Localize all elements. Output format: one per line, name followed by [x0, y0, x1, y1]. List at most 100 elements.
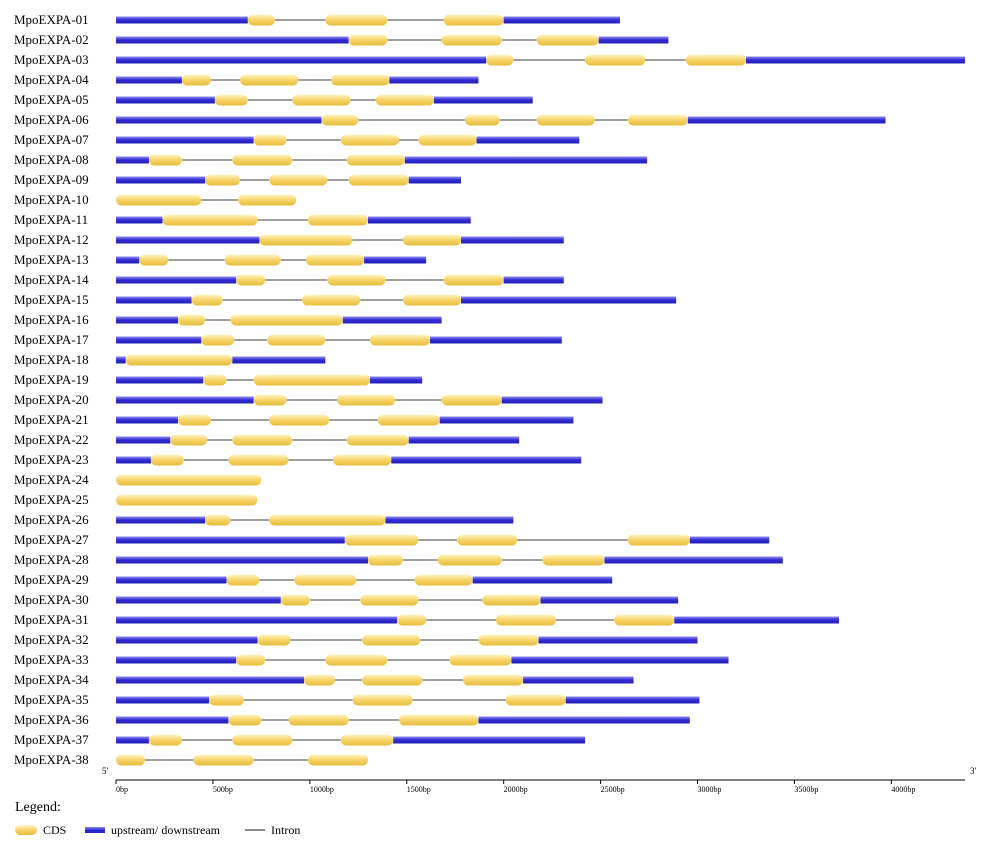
- tick-label: 500bp: [213, 785, 233, 794]
- cds-block: [478, 634, 539, 646]
- utr-segment: [116, 336, 202, 344]
- cds-block: [340, 734, 394, 746]
- gene-label: MpoEXPA-05: [14, 92, 89, 107]
- gene-label: MpoEXPA-07: [14, 132, 89, 147]
- cds-block: [375, 94, 434, 106]
- utr-segment: [116, 16, 248, 24]
- legend: Legend: CDS upstream/ downstream Int: [15, 800, 415, 845]
- cds-block: [402, 294, 462, 306]
- gene-row: MpoEXPA-08: [14, 152, 648, 167]
- gene-label: MpoEXPA-28: [14, 552, 89, 567]
- cds-block: [294, 574, 357, 586]
- gene-label: MpoEXPA-12: [14, 232, 89, 247]
- gene-label: MpoEXPA-31: [14, 612, 89, 627]
- cds-block: [614, 614, 675, 626]
- gene-label: MpoEXPA-33: [14, 652, 89, 667]
- gene-row: MpoEXPA-36: [14, 712, 690, 727]
- cds-block: [369, 334, 431, 346]
- utr-segment: [116, 276, 237, 284]
- utr-segment: [540, 596, 679, 604]
- cds-block: [224, 254, 281, 266]
- cds-block: [399, 714, 479, 726]
- gene-row: MpoEXPA-32: [14, 632, 698, 647]
- cds-block: [443, 274, 504, 286]
- utr-segment: [472, 576, 613, 584]
- cds-block: [148, 734, 182, 746]
- cds-block: [333, 454, 392, 466]
- utr-segment: [598, 36, 669, 44]
- cds-block: [240, 74, 299, 86]
- cds-block: [148, 154, 182, 166]
- utr-segment: [116, 156, 149, 164]
- cds-block: [325, 14, 388, 26]
- gene-row: MpoEXPA-23: [14, 452, 582, 467]
- gene-row: MpoEXPA-29: [14, 572, 613, 587]
- three-prime-label: 3': [970, 766, 977, 776]
- utr-segment: [393, 736, 586, 744]
- utr-segment: [501, 396, 603, 404]
- cds-block: [228, 714, 262, 726]
- gene-label: MpoEXPA-06: [14, 112, 89, 127]
- gene-label: MpoEXPA-19: [14, 372, 89, 387]
- gene-row: MpoEXPA-33: [14, 652, 729, 667]
- cds-block: [441, 34, 502, 46]
- cds-block: [232, 434, 293, 446]
- tick-label: 2000bp: [504, 785, 528, 794]
- cds-block: [482, 594, 541, 606]
- utr-segment: [116, 316, 179, 324]
- gene-row: MpoEXPA-37: [14, 732, 586, 747]
- gene-label: MpoEXPA-01: [14, 12, 89, 27]
- legend-utr-label: upstream/ downstream: [111, 822, 220, 837]
- cds-block: [232, 734, 293, 746]
- utr-segment: [116, 736, 149, 744]
- cds-block: [236, 274, 266, 286]
- gene-row: MpoEXPA-12: [14, 232, 564, 247]
- gene-structure-diagram: MpoEXPA-01 MpoEXPA-02 MpoEXPA-03 MpoEXPA-04…: [14, 12, 977, 794]
- utr-segment: [116, 436, 171, 444]
- cds-block: [292, 94, 351, 106]
- cds-block: [536, 34, 599, 46]
- utr-segment: [385, 516, 514, 524]
- utr-segment: [116, 696, 210, 704]
- gene-row: MpoEXPA-09: [14, 172, 462, 187]
- cds-block: [228, 454, 289, 466]
- gene-label: MpoEXPA-02: [14, 32, 89, 47]
- utr-segment: [478, 716, 690, 724]
- cds-block: [116, 754, 146, 766]
- cds-block: [362, 634, 421, 646]
- cds-block: [232, 154, 293, 166]
- cds-block: [464, 114, 500, 126]
- cds-block: [449, 654, 512, 666]
- cds-block: [331, 74, 390, 86]
- cds-block: [253, 394, 287, 406]
- utr-segment: [439, 416, 574, 424]
- utr-segment: [116, 616, 398, 624]
- cds-block: [344, 534, 419, 546]
- cds-block: [238, 194, 297, 206]
- cds-block: [307, 214, 368, 226]
- cds-block: [267, 334, 326, 346]
- cds-block: [367, 554, 403, 566]
- utr-segment: [391, 456, 582, 464]
- cds-block: [288, 714, 349, 726]
- utr-segment: [116, 596, 281, 604]
- cds-block: [302, 294, 361, 306]
- cds-block: [139, 254, 169, 266]
- gene-label: MpoEXPA-14: [14, 272, 89, 287]
- utr-swatch: [85, 827, 105, 833]
- gene-label: MpoEXPA-21: [14, 412, 89, 427]
- utr-segment: [116, 536, 345, 544]
- utr-segment: [369, 376, 423, 384]
- gene-row: MpoEXPA-34: [14, 672, 634, 687]
- cds-block: [327, 274, 386, 286]
- utr-segment: [116, 376, 204, 384]
- cds-block: [307, 754, 368, 766]
- tick-label: 1500bp: [407, 785, 431, 794]
- cds-block: [418, 134, 477, 146]
- cds-block: [269, 174, 328, 186]
- utr-segment: [116, 656, 237, 664]
- gene-label: MpoEXPA-20: [14, 392, 89, 407]
- utr-segment: [565, 696, 700, 704]
- utr-segment: [408, 176, 462, 184]
- gene-row: MpoEXPA-26: [14, 512, 514, 527]
